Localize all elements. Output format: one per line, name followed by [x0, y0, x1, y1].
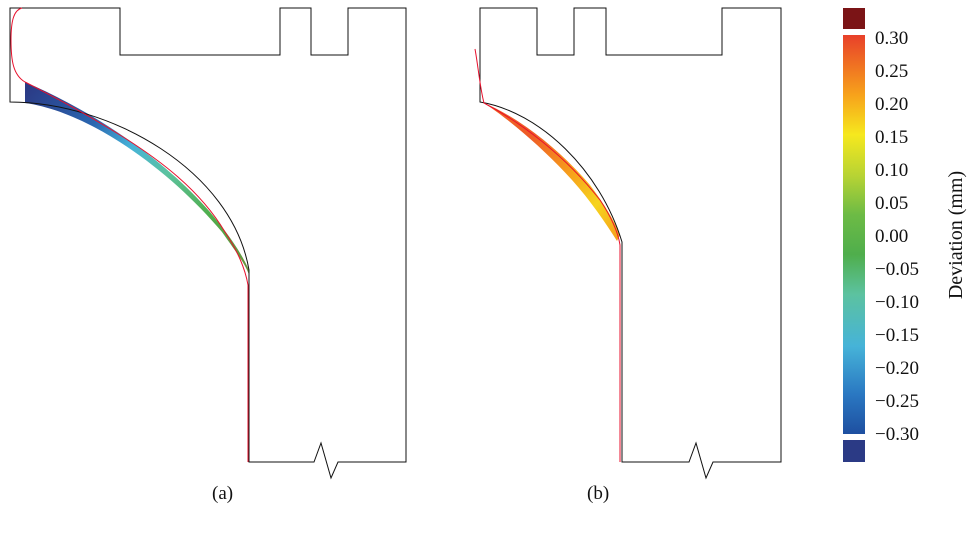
colorbar: 0.30 0.25 0.20 0.15 0.10 0.05 0.00 −0.05… [843, 8, 967, 462]
panel-a-caption: (a) [212, 483, 233, 504]
colorbar-tick: 0.15 [875, 127, 908, 148]
deviation-band-a [25, 82, 249, 275]
deviation-band-b [484, 103, 620, 241]
colorbar-tick: −0.25 [875, 391, 919, 412]
colorbar-tick: −0.05 [875, 259, 919, 280]
part-outline-a [9, 7, 407, 480]
colorbar-tick: −0.30 [875, 424, 919, 445]
part-outline-b [479, 7, 782, 480]
panel-b-caption: (b) [587, 483, 609, 504]
colorbar-gradient [843, 35, 865, 434]
colorbar-ticks: 0.30 0.25 0.20 0.15 0.10 0.05 0.00 −0.05… [875, 28, 919, 445]
colorbar-tick: 0.00 [875, 226, 908, 247]
panel-b: (b) [474, 7, 782, 504]
measured-profile-a [10, 7, 249, 462]
colorbar-tick: 0.05 [875, 193, 908, 214]
colorbar-tick: −0.15 [875, 325, 919, 346]
colorbar-tick: 0.25 [875, 61, 908, 82]
colorbar-tick: 0.20 [875, 94, 908, 115]
panel-a: (a) [9, 7, 407, 504]
colorbar-tick: 0.10 [875, 160, 908, 181]
colorbar-over-swatch [843, 8, 865, 29]
colorbar-tick: −0.20 [875, 358, 919, 379]
colorbar-tick: −0.10 [875, 292, 919, 313]
colorbar-title: Deviation (mm) [945, 171, 967, 299]
colorbar-under-swatch [843, 440, 865, 462]
measured-profile-b [474, 48, 621, 462]
colorbar-tick: 0.30 [875, 28, 908, 49]
